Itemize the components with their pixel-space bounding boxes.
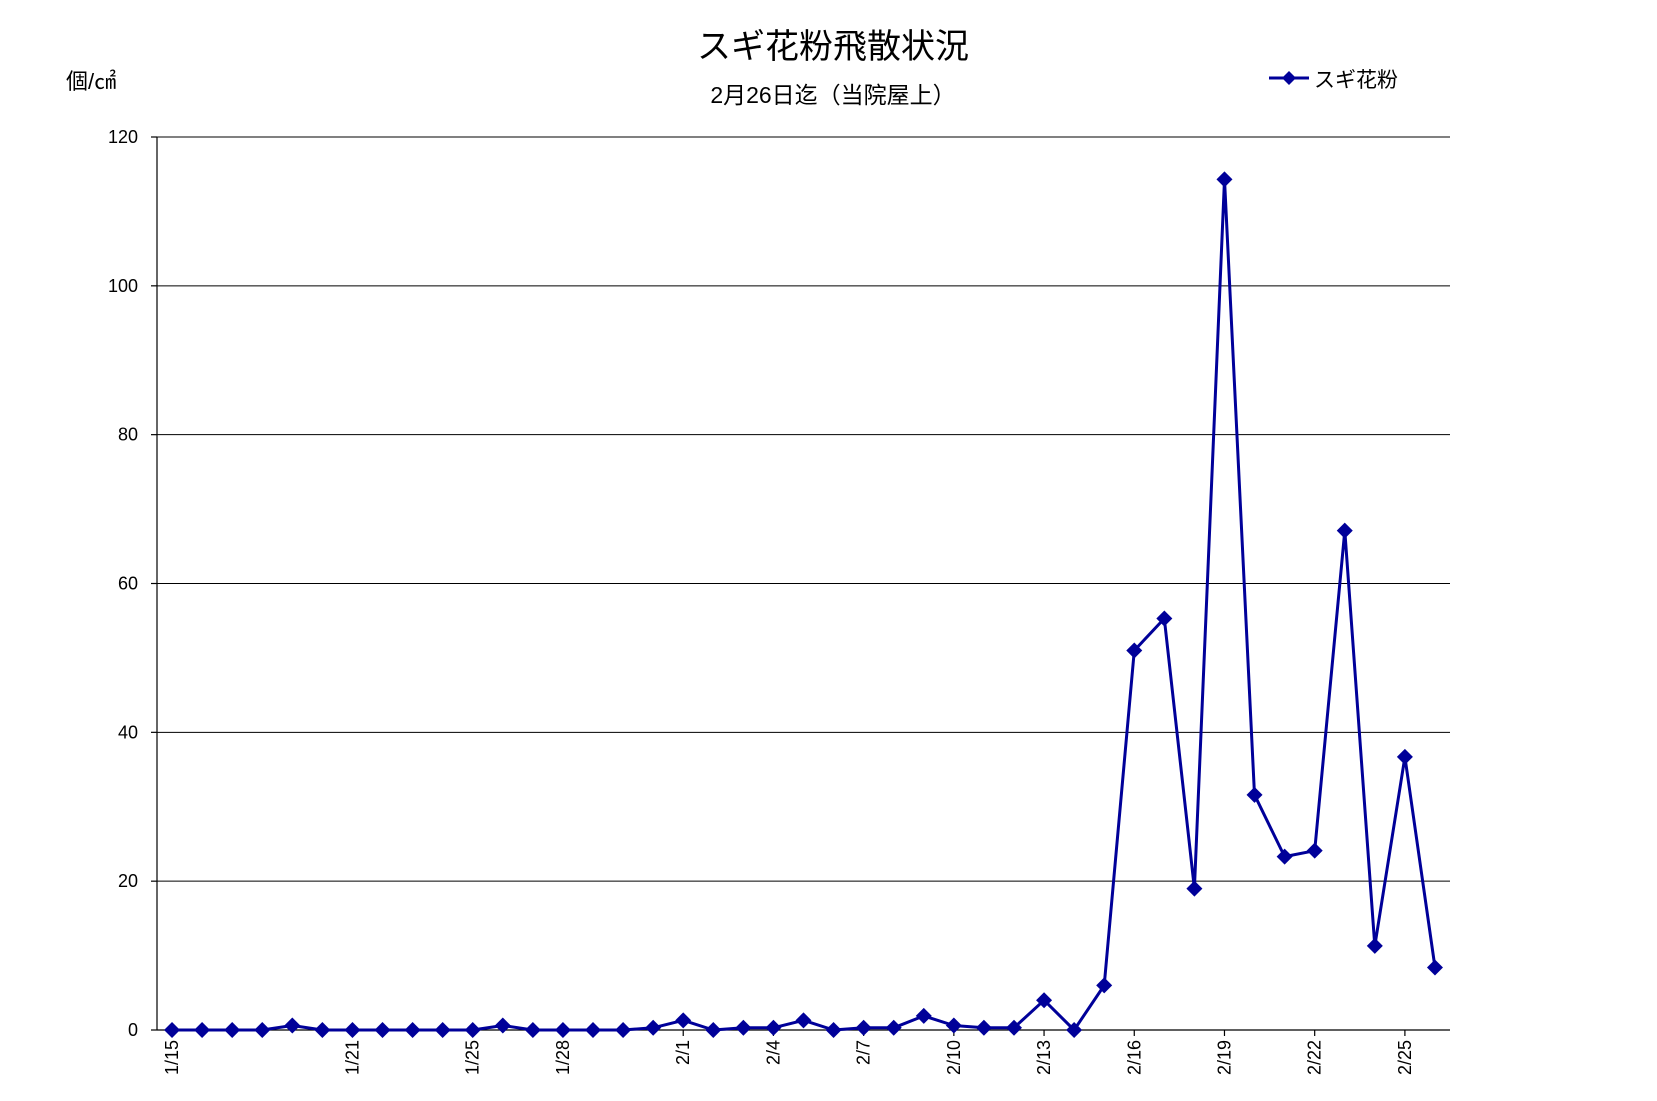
y-tick-label: 100 xyxy=(108,276,138,296)
chart-subtitle: 2月26日迄（当院屋上） xyxy=(710,82,955,108)
data-point-diamond xyxy=(855,1019,872,1036)
y-tick-label: 0 xyxy=(128,1020,138,1040)
data-point-diamond xyxy=(945,1017,962,1034)
y-tick-label: 80 xyxy=(118,425,138,445)
data-point-diamond xyxy=(554,1022,571,1038)
data-point-diamond xyxy=(1126,642,1143,659)
x-tick-label: 1/25 xyxy=(463,1040,483,1075)
x-tick-labels: 1/15 1/21 1/25 1/28 2/1 2/4 2/7 2/10 2/13 2/16 2/1… xyxy=(162,1040,1415,1075)
data-point-diamond xyxy=(254,1022,271,1038)
x-tick-label: 2/7 xyxy=(854,1040,874,1065)
y-tick-label: 40 xyxy=(118,722,138,742)
data-point-diamond xyxy=(1336,522,1353,539)
data-point-diamond xyxy=(705,1022,722,1038)
data-point-diamond xyxy=(224,1022,241,1038)
x-tick-label: 2/19 xyxy=(1214,1040,1234,1075)
data-point-diamond xyxy=(1366,937,1383,954)
data-point-diamond xyxy=(374,1022,391,1038)
y-tick-label: 20 xyxy=(118,871,138,891)
x-tick-label: 1/21 xyxy=(342,1040,362,1075)
data-point-diamond xyxy=(344,1022,361,1038)
data-point-diamond xyxy=(1426,959,1443,976)
data-point-diamond xyxy=(404,1022,421,1038)
data-point-diamond xyxy=(314,1022,331,1038)
data-point-diamond xyxy=(645,1019,662,1036)
data-point-diamond xyxy=(464,1022,481,1038)
gridlines xyxy=(157,136,1450,882)
axes xyxy=(151,136,1450,1036)
legend-diamond-marker xyxy=(1282,71,1296,85)
data-point-diamond xyxy=(1216,171,1233,188)
data-point-diamond xyxy=(1096,977,1113,994)
data-point-diamond xyxy=(975,1019,992,1036)
data-point-diamond xyxy=(1036,992,1053,1009)
data-point-diamond xyxy=(735,1019,752,1036)
data-point-diamond xyxy=(1005,1019,1022,1036)
data-point-diamond xyxy=(795,1012,812,1029)
y-tick-label: 120 xyxy=(108,127,138,147)
data-point-diamond xyxy=(885,1019,902,1036)
chart-title: スギ花粉飛散状況 xyxy=(697,28,969,66)
series-sugi-pollen xyxy=(164,171,1443,1038)
data-point-diamond xyxy=(194,1022,211,1038)
x-tick-label: 2/13 xyxy=(1034,1040,1054,1075)
y-axis-unit-label: 個/㎠ xyxy=(66,69,116,94)
x-tick-label: 2/1 xyxy=(673,1040,693,1065)
data-point-diamond xyxy=(1306,842,1323,859)
data-point-diamond xyxy=(284,1017,301,1034)
data-point-diamond xyxy=(1276,848,1293,865)
legend-label: スギ花粉 xyxy=(1314,69,1398,92)
data-point-diamond xyxy=(765,1019,782,1036)
legend: スギ花粉 xyxy=(1269,69,1398,92)
data-point-diamond xyxy=(1066,1022,1083,1038)
data-point-diamond xyxy=(825,1022,842,1038)
data-point-diamond xyxy=(1396,748,1413,765)
data-point-diamond xyxy=(1186,880,1203,897)
x-tick-label: 2/25 xyxy=(1395,1040,1415,1075)
x-tick-label: 2/10 xyxy=(944,1040,964,1075)
data-point-diamond xyxy=(675,1012,692,1029)
data-point-diamond xyxy=(585,1022,602,1038)
data-point-diamond xyxy=(1246,786,1263,803)
data-point-diamond xyxy=(524,1022,541,1038)
series-line xyxy=(172,177,1437,1032)
y-tick-labels: 0 20 40 60 80 100 120 xyxy=(108,127,138,1040)
x-tick-label: 1/15 xyxy=(162,1040,182,1075)
y-tick-label: 60 xyxy=(118,574,138,594)
data-point-diamond xyxy=(615,1022,632,1038)
data-point-diamond xyxy=(1156,610,1173,627)
data-point-diamond xyxy=(434,1022,451,1038)
x-tick-label: 2/4 xyxy=(763,1040,783,1065)
x-tick-label: 1/28 xyxy=(553,1040,573,1075)
x-tick-label: 2/16 xyxy=(1124,1040,1144,1075)
data-point-diamond xyxy=(494,1017,511,1034)
x-tick-label: 2/22 xyxy=(1305,1040,1325,1075)
data-point-diamond xyxy=(915,1007,932,1024)
data-point-diamond xyxy=(164,1022,181,1038)
